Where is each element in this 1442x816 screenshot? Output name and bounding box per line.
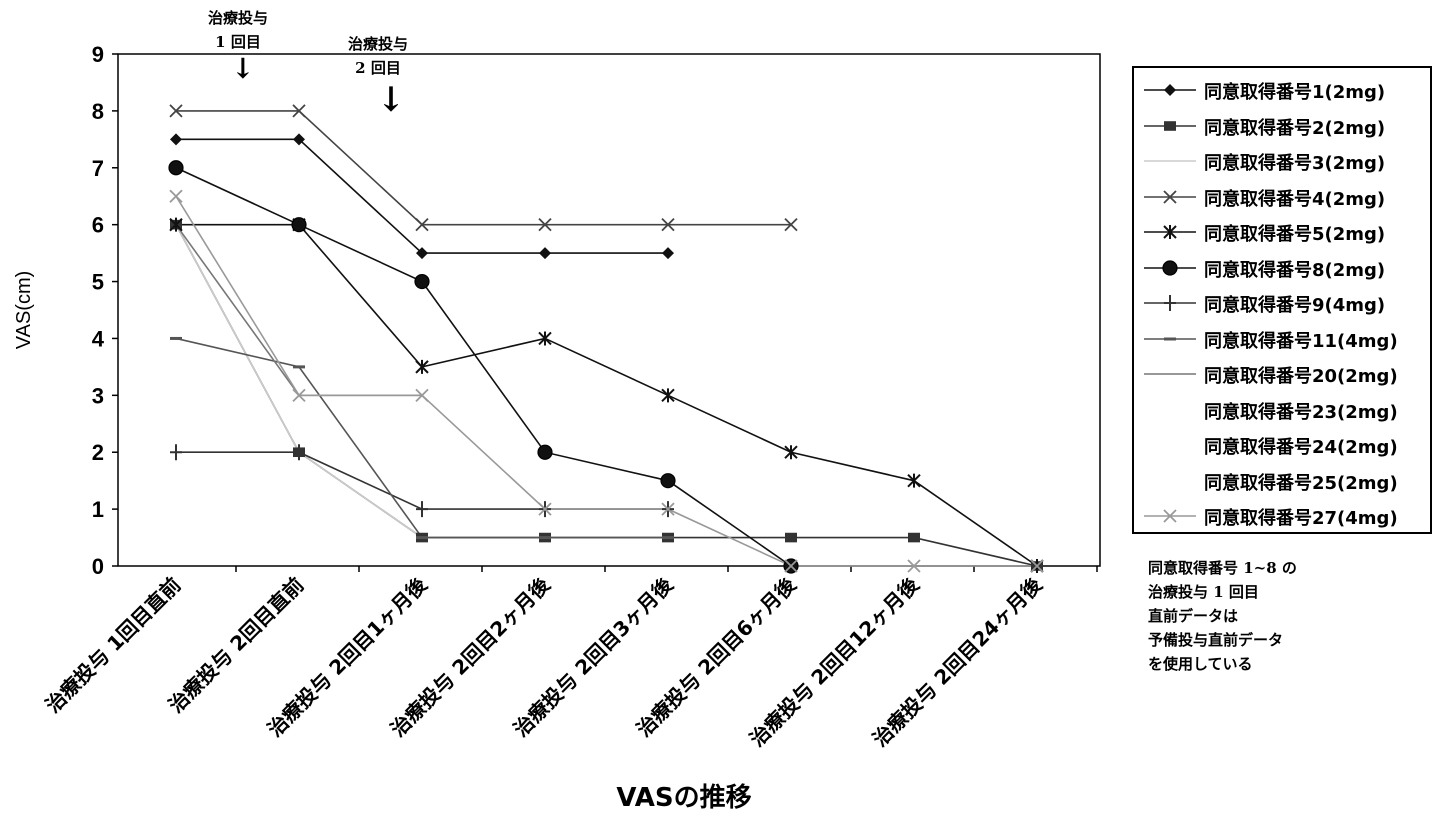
legend: 同意取得番号1(2mg) 同意取得番号2(2mg) 同意取得番号3(2mg) 同意取得…	[1132, 66, 1432, 534]
y-tick-label: 6	[92, 213, 104, 238]
note-line-1: 同意取得番号 1~8 の	[1148, 556, 1297, 580]
y-tick-label: 5	[92, 270, 104, 295]
note-line-2: 治療投与 1 回目	[1148, 580, 1297, 604]
second-dose-line1: 治療投与	[348, 32, 408, 56]
legend-swatch	[1140, 218, 1200, 246]
legend-item: 同意取得番号24(2mg)	[1134, 427, 1430, 463]
x-tick-label: 治療投与 1回目直前	[41, 573, 186, 718]
y-tick-label: 2	[92, 440, 104, 465]
legend-item: 同意取得番号9(4mg)	[1134, 285, 1430, 321]
second-dose-arrow: ↓	[374, 80, 408, 120]
data-point	[1164, 121, 1176, 131]
legend-swatch	[1140, 183, 1200, 211]
legend-swatch	[1140, 76, 1200, 104]
data-point	[1163, 261, 1177, 275]
first-dose-line1: 治療投与	[208, 6, 268, 30]
y-tick-label: 3	[92, 383, 104, 408]
legend-item: 同意取得番号1(2mg)	[1134, 72, 1430, 108]
legend-swatch	[1140, 360, 1200, 388]
legend-label: 同意取得番号4(2mg)	[1204, 185, 1385, 211]
data-point	[908, 533, 920, 543]
legend-item: 同意取得番号25(2mg)	[1134, 463, 1430, 499]
data-point	[169, 161, 183, 175]
y-tick-label: 8	[92, 99, 104, 124]
first-dose-arrow: ↓	[218, 54, 268, 84]
legend-label: 同意取得番号5(2mg)	[1204, 220, 1385, 246]
first-dose-line2: 1 回目	[208, 30, 268, 54]
data-note: 同意取得番号 1~8 の 治療投与 1 回目 直前データは 予備投与直前データ …	[1148, 556, 1297, 676]
legend-item: 同意取得番号27(4mg)	[1134, 498, 1430, 534]
legend-item: 同意取得番号11(4mg)	[1134, 321, 1430, 357]
plot-area	[118, 54, 1100, 566]
legend-swatch	[1140, 396, 1200, 424]
legend-item: 同意取得番号20(2mg)	[1134, 356, 1430, 392]
legend-swatch	[1140, 289, 1200, 317]
data-point	[785, 533, 797, 543]
second-dose-annotation: 治療投与 2 回目 ↓	[348, 32, 408, 120]
second-dose-line2: 2 回目	[348, 56, 408, 80]
legend-item: 同意取得番号3(2mg)	[1134, 143, 1430, 179]
legend-item: 同意取得番号8(2mg)	[1134, 250, 1430, 286]
data-point	[661, 474, 675, 488]
legend-label: 同意取得番号25(2mg)	[1204, 469, 1398, 495]
data-point	[538, 445, 552, 459]
legend-label: 同意取得番号9(4mg)	[1204, 291, 1385, 317]
y-tick-label: 0	[92, 554, 104, 579]
legend-swatch	[1140, 502, 1200, 530]
legend-swatch	[1140, 431, 1200, 459]
note-line-3: 直前データは	[1148, 604, 1297, 628]
y-tick-label: 4	[92, 326, 105, 351]
x-tick-label: 治療投与 2回目直前	[164, 573, 309, 718]
y-axis-label: VAS(cm)	[13, 271, 35, 350]
legend-label: 同意取得番号3(2mg)	[1204, 149, 1385, 175]
data-point	[1164, 84, 1176, 96]
legend-label: 同意取得番号27(4mg)	[1204, 504, 1398, 530]
legend-swatch	[1140, 112, 1200, 140]
legend-label: 同意取得番号1(2mg)	[1204, 78, 1385, 104]
legend-label: 同意取得番号20(2mg)	[1204, 362, 1398, 388]
y-tick-label: 1	[92, 497, 104, 522]
legend-swatch	[1140, 467, 1200, 495]
legend-swatch	[1140, 254, 1200, 282]
y-tick-label: 7	[92, 156, 104, 181]
legend-item: 同意取得番号2(2mg)	[1134, 108, 1430, 144]
data-point	[292, 218, 306, 232]
legend-item: 同意取得番号23(2mg)	[1134, 392, 1430, 428]
legend-swatch	[1140, 325, 1200, 353]
note-line-5: を使用している	[1148, 652, 1297, 676]
legend-label: 同意取得番号23(2mg)	[1204, 398, 1398, 424]
data-point	[415, 275, 429, 289]
first-dose-annotation: 治療投与 1 回目 ↓	[208, 6, 268, 84]
legend-label: 同意取得番号11(4mg)	[1204, 327, 1398, 353]
y-tick-label: 9	[92, 42, 104, 67]
legend-label: 同意取得番号8(2mg)	[1204, 256, 1385, 282]
legend-label: 同意取得番号24(2mg)	[1204, 433, 1398, 459]
legend-item: 同意取得番号5(2mg)	[1134, 214, 1430, 250]
legend-label: 同意取得番号2(2mg)	[1204, 114, 1385, 140]
legend-swatch	[1140, 147, 1200, 175]
legend-item: 同意取得番号4(2mg)	[1134, 179, 1430, 215]
x-axis-label: VASの推移	[616, 783, 751, 813]
note-line-4: 予備投与直前データ	[1148, 628, 1297, 652]
data-point	[1164, 295, 1176, 311]
